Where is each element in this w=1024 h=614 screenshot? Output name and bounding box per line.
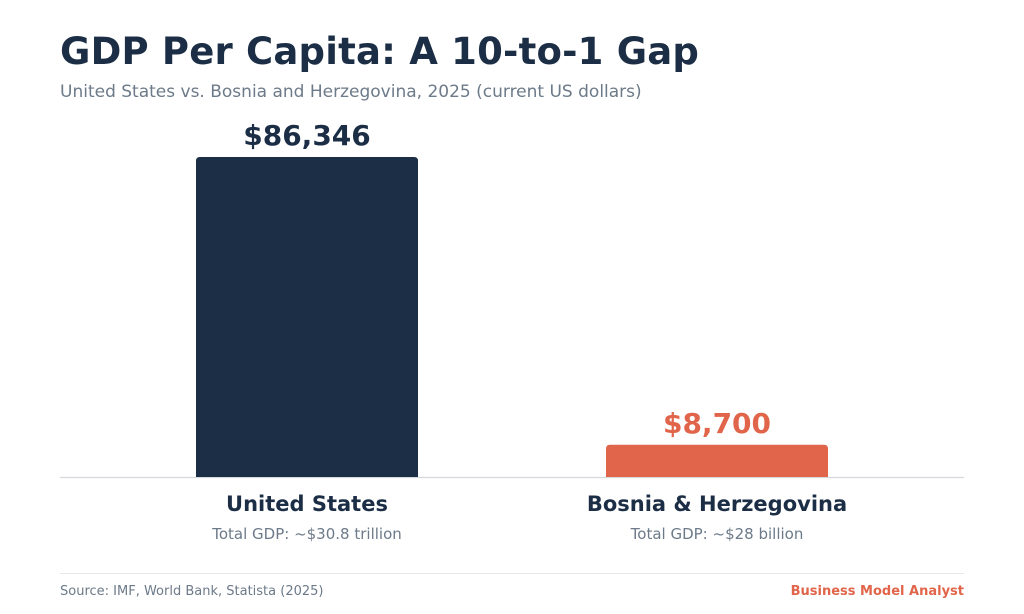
category-label: United States [226,492,388,516]
bar-value-label: $86,346 [243,119,371,152]
category-sublabel: Total GDP: ~$30.8 trillion [211,525,402,543]
category-sublabel: Total GDP: ~$28 billion [630,525,804,543]
source-note: Source: IMF, World Bank, Statista (2025) [60,584,324,599]
footer-divider [60,573,964,574]
brand-logo-text: Business Model Analyst [790,584,964,599]
category-label: Bosnia & Herzegovina [587,492,847,516]
chart-subtitle: United States vs. Bosnia and Herzegovina… [60,82,642,102]
bar-value-label: $8,700 [663,407,771,440]
chart-title: GDP Per Capita: A 10-to-1 Gap [60,30,700,73]
bar-bosnia-herzegovina [606,444,828,477]
bar-united-states [196,157,418,477]
